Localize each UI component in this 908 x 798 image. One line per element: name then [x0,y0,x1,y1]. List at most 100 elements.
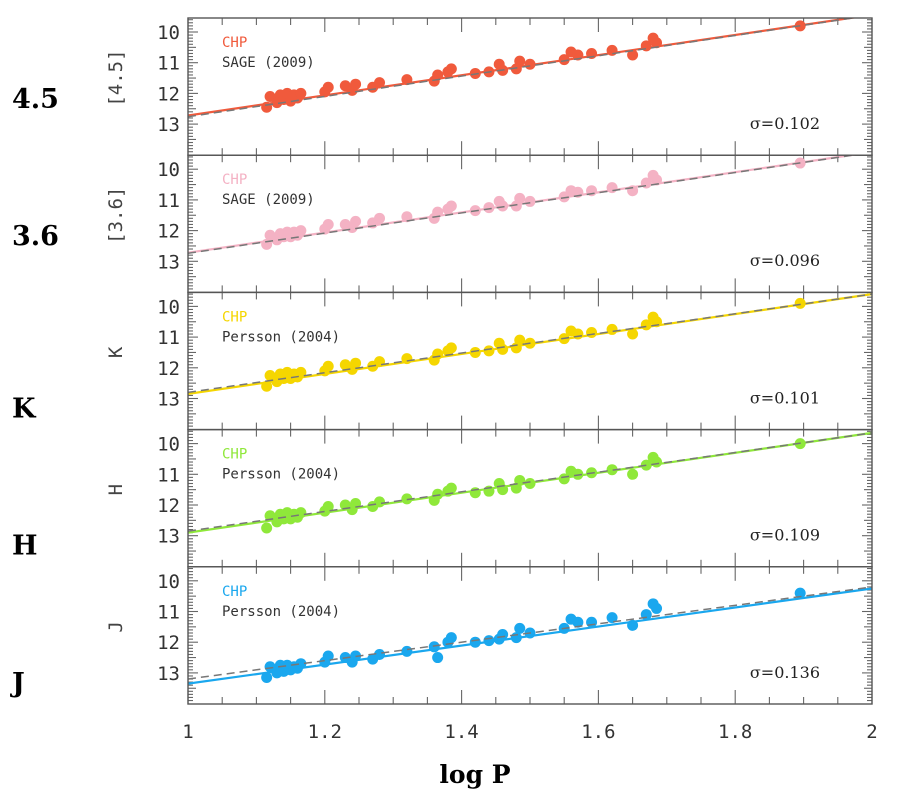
x-tick-label: 1.6 [581,721,615,743]
sigma-label: σ=0.102 [750,114,820,133]
y-tick-label: 12 [157,358,180,380]
y-tick-label: 10 [157,571,180,593]
panel-K: 10 11 12 13 K K CHP Persson (2004) σ=0.101 [12,291,873,431]
band-label: H [12,531,38,562]
y-tick-label: 12 [157,221,180,243]
legend-reference: SAGE (2009) [222,192,315,208]
data-point [606,612,618,624]
legend-chp: CHP [222,309,247,325]
data-point [651,602,663,614]
sigma-label: σ=0.109 [750,526,820,545]
band-label: J [10,668,25,699]
x-axis-title: log P [439,760,510,789]
y-tick-label: 10 [157,22,180,44]
panel-frame [187,566,873,705]
band-label: 3.6 [12,221,59,252]
panel-frame [187,17,873,156]
y-axis-label: H [105,484,127,495]
y-tick-label: 12 [157,495,180,517]
reference-line [188,586,872,680]
legend-chp: CHP [222,584,247,600]
y-axis-label: [4.5] [105,49,127,106]
data-point [627,328,639,340]
panel-frame [187,428,873,568]
y-tick-label: 10 [157,159,180,181]
data-point [374,212,386,224]
y-tick-label: 12 [157,632,180,654]
data-point [261,522,273,534]
y-tick-label: 12 [157,83,180,105]
legend-chp: CHP [222,172,247,188]
panel-H: 10 11 12 13 H H CHP Persson (2004) σ=0.109 [12,428,873,568]
panel-J: 10 11 12 13 J J CHP Persson (2004) σ=0.136 [10,566,873,705]
plot-area [188,293,872,395]
legend-chp: CHP [222,35,247,51]
reference-line [188,155,858,255]
reference-line [188,18,858,118]
data-point [445,200,457,212]
reference-line [188,432,872,532]
x-tick-label: 1.2 [308,721,342,743]
data-point [322,501,334,513]
data-point [627,468,639,480]
y-tick-label: 11 [157,327,180,349]
data-point [322,81,334,93]
sigma-label: σ=0.136 [750,663,820,682]
y-tick-label: 11 [157,190,180,212]
data-point [627,49,639,61]
x-tick-label: 1.8 [718,721,752,743]
panel-3-6: 10 11 12 13 [3.6] 3.6 CHP SAGE (2009) σ=0.096 [12,154,873,294]
legend-reference: Persson (2004) [222,329,340,345]
legend-reference: Persson (2004) [222,604,340,620]
band-label: 4.5 [12,84,59,115]
sigma-label: σ=0.096 [750,251,820,270]
y-tick-label: 10 [157,434,180,456]
data-point [432,652,444,664]
y-tick-label: 13 [157,526,180,548]
data-point [445,632,457,644]
data-point [469,487,481,499]
data-point [445,63,457,75]
y-tick-label: 11 [157,602,180,624]
x-tick-label: 2 [866,721,877,743]
data-point [514,622,526,634]
data-point [572,616,584,628]
y-tick-label: 11 [157,53,180,75]
fit-line [188,587,872,685]
plot-area [188,431,872,534]
data-point [514,55,526,67]
data-point [432,488,444,500]
data-point [261,672,273,684]
data-point [295,658,307,670]
data-point [295,366,307,378]
data-point [295,225,307,237]
y-tick-label: 13 [157,663,180,685]
data-point [322,650,334,662]
y-axis-label: J [105,621,127,632]
y-tick-label: 11 [157,464,180,486]
y-tick-label: 13 [157,114,180,136]
band-label: K [12,393,37,424]
data-point [374,77,386,89]
data-point [401,645,413,657]
data-point [350,215,362,227]
y-tick-label: 13 [157,389,180,411]
data-point [350,357,362,369]
x-axis: 1 1.2 1.4 1.6 1.8 2 [182,721,877,743]
y-tick-label: 13 [157,251,180,273]
data-point [322,218,334,230]
data-point [445,342,457,354]
y-axis-label: [3.6] [105,187,127,244]
legend-reference: SAGE (2009) [222,55,315,71]
y-tick-label: 10 [157,296,180,318]
data-point [514,334,526,346]
data-point [794,587,806,599]
panel-frame [187,154,873,294]
sigma-label: σ=0.101 [750,388,820,407]
plot-area [188,155,858,255]
data-point [322,360,334,372]
data-point [350,78,362,90]
data-point [295,87,307,99]
data-point [445,482,457,494]
